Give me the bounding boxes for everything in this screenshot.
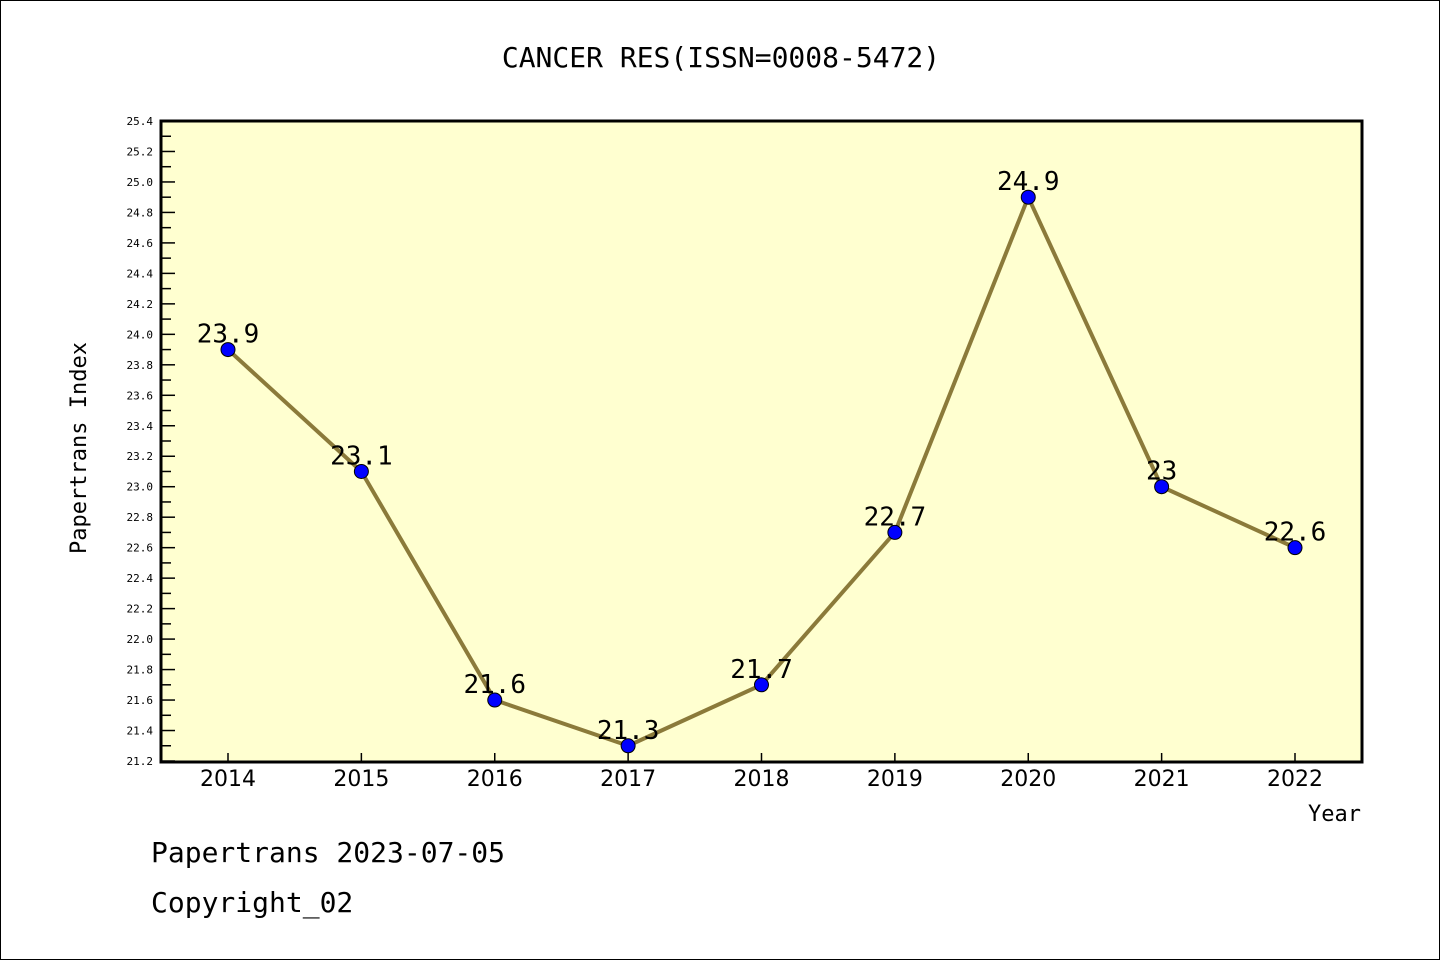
data-point [487, 692, 503, 708]
y-tick-label: 24.0 [127, 328, 154, 341]
y-tick-label: 21.6 [127, 694, 154, 707]
x-tick-label: 2020 [1000, 767, 1056, 792]
y-tick-label: 22.8 [127, 511, 154, 524]
data-label: 21.7 [730, 655, 793, 685]
data-point [1154, 479, 1170, 495]
data-label: 21.3 [597, 716, 660, 746]
y-tick-label: 21.8 [127, 664, 154, 677]
footer-date: Papertrans 2023-07-05 [151, 836, 506, 869]
y-tick-label: 25.4 [127, 115, 154, 128]
y-tick-label: 22.4 [127, 572, 154, 585]
x-tick-label: 2016 [467, 767, 523, 792]
x-tick-label: 2019 [867, 767, 923, 792]
plot-area [161, 121, 1362, 762]
data-label: 21.6 [463, 670, 526, 700]
x-tick-label: 2014 [200, 767, 256, 792]
x-tick-label: 2022 [1267, 767, 1323, 792]
y-tick-label: 22.6 [127, 542, 154, 555]
plot-border [159, 119, 1364, 764]
data-point [1287, 540, 1303, 556]
data-label: 23.1 [330, 441, 393, 471]
y-tick-label: 24.8 [127, 206, 154, 219]
y-tick-label: 23.6 [127, 389, 154, 402]
y-tick-label: 23.0 [127, 481, 154, 494]
y-tick-label: 23.4 [127, 420, 154, 433]
y-tick-label: 25.2 [127, 145, 154, 158]
data-point [220, 342, 236, 358]
y-tick-label: 24.2 [127, 298, 154, 311]
data-label: 22.7 [864, 502, 927, 532]
data-label: 23.9 [197, 320, 260, 350]
x-tick-label: 2015 [333, 767, 389, 792]
y-tick-label: 24.4 [127, 267, 154, 280]
y-tick-label: 24.6 [127, 237, 154, 250]
data-point [1020, 189, 1036, 205]
data-point [887, 524, 903, 540]
data-label: 24.9 [997, 167, 1060, 197]
x-tick-label: 2018 [734, 767, 790, 792]
x-tick-label: 2021 [1134, 767, 1190, 792]
y-tick-label: 22.2 [127, 603, 154, 616]
footer-copyright: Copyright_02 [151, 886, 354, 919]
y-axis-label: Papertrans Index [67, 342, 92, 554]
y-tick-label: 23.2 [127, 450, 154, 463]
y-tick-label: 21.2 [127, 755, 154, 768]
x-axis-label: Year [1308, 802, 1361, 827]
data-label: 23 [1146, 457, 1177, 487]
chart-title: CANCER RES(ISSN=0008-5472) [502, 41, 940, 74]
data-label: 22.6 [1264, 518, 1327, 548]
y-tick-label: 23.8 [127, 359, 154, 372]
y-tick-label: 21.4 [127, 725, 154, 738]
data-point [754, 677, 769, 693]
data-point [353, 463, 369, 479]
x-tick-label: 2017 [600, 767, 656, 792]
data-point [620, 738, 636, 754]
y-tick-label: 25.0 [127, 176, 154, 189]
y-tick-label: 22.0 [127, 633, 154, 646]
